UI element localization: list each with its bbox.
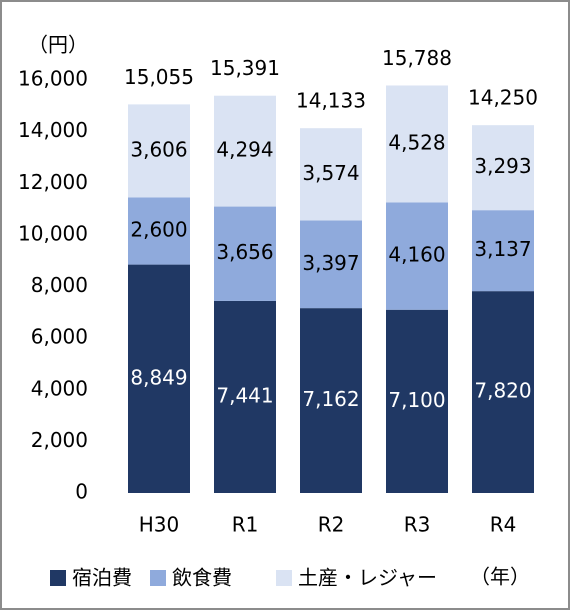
- data-label: 8,849: [130, 365, 187, 389]
- x-tick-label: R1: [232, 513, 259, 537]
- total-label: 15,055: [124, 65, 194, 89]
- bar-segment: [128, 104, 190, 198]
- total-label: 15,391: [210, 56, 280, 80]
- bar-segment: [214, 95, 276, 207]
- bar-segment: [386, 309, 448, 493]
- data-label: 3,397: [302, 251, 359, 275]
- x-tick-label: R2: [318, 513, 345, 537]
- x-tick-label: H30: [139, 513, 180, 537]
- legend-label: 宿泊費: [72, 566, 132, 590]
- data-label: 7,441: [216, 383, 273, 407]
- y-tick-label: 0: [75, 480, 88, 504]
- data-label: 3,656: [216, 240, 273, 264]
- bar-segment: [128, 264, 190, 493]
- data-label: 3,574: [302, 161, 359, 185]
- x-tick-label: R3: [404, 513, 431, 537]
- y-tick-label: 4,000: [31, 376, 88, 400]
- data-label: 3,606: [130, 137, 187, 161]
- bar-segment: [300, 308, 362, 493]
- data-label: 7,162: [302, 387, 359, 411]
- bar-segment: [386, 85, 448, 203]
- bar-segment: [386, 202, 448, 310]
- data-label: 7,820: [474, 379, 531, 403]
- legend-label: 飲食費: [172, 566, 232, 590]
- bar-segment: [214, 300, 276, 493]
- total-label: 14,250: [468, 86, 538, 110]
- y-tick-label: 14,000: [18, 118, 88, 142]
- bar-segment: [300, 220, 362, 309]
- bar-segment: [472, 125, 534, 211]
- data-label: 3,293: [474, 154, 531, 178]
- data-label: 4,294: [216, 138, 273, 162]
- x-tick-label: R4: [490, 513, 517, 537]
- total-label: 14,133: [296, 89, 366, 113]
- legend-swatch: [50, 570, 66, 586]
- data-label: 7,100: [388, 388, 445, 412]
- x-axis-unit: （年）: [470, 565, 530, 589]
- data-label: 3,137: [474, 237, 531, 261]
- bar-segment: [128, 197, 190, 265]
- y-axis-unit: （円）: [28, 33, 88, 57]
- bar-segment: [472, 210, 534, 292]
- data-label: 4,160: [388, 243, 445, 267]
- bar-segment: [300, 128, 362, 221]
- y-tick-label: 16,000: [18, 67, 88, 91]
- bar-segment: [472, 291, 534, 493]
- total-label: 15,788: [382, 46, 452, 70]
- data-label: 4,528: [388, 130, 445, 154]
- legend-label: 土産・レジャー: [298, 566, 437, 590]
- y-tick-label: 6,000: [31, 325, 88, 349]
- legend-swatch: [150, 570, 166, 586]
- y-tick-label: 2,000: [31, 428, 88, 452]
- bar-segment: [214, 206, 276, 301]
- y-tick-label: 8,000: [31, 273, 88, 297]
- data-label: 2,600: [130, 218, 187, 242]
- y-tick-label: 12,000: [18, 170, 88, 194]
- legend-swatch: [276, 570, 292, 586]
- y-tick-label: 10,000: [18, 221, 88, 245]
